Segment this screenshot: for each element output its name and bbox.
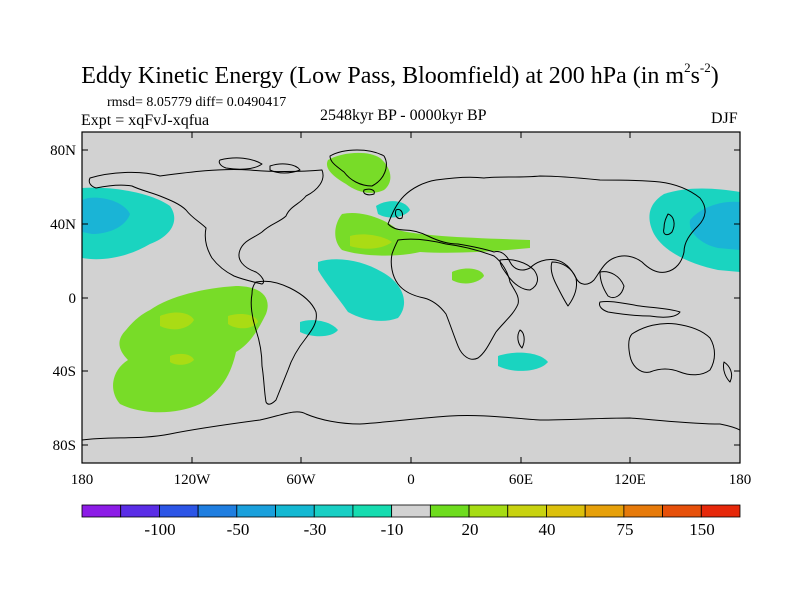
coast-british-isles <box>395 209 403 219</box>
coast-southeast-asia <box>599 271 625 299</box>
negative-region-tropical-atlantic <box>318 259 405 321</box>
y-tick-label: 80S <box>53 438 76 454</box>
negative-region-north-pacific-east-core <box>689 201 740 250</box>
map-title: Eddy Kinetic Energy (Low Pass, Bloomfiel… <box>81 60 719 89</box>
positive-region-north-africa <box>452 268 484 284</box>
colorbar-labels: -100 -50 -30 -10 20 40 75 150 <box>144 520 714 539</box>
coast-india <box>550 261 577 307</box>
y-tick-label: 40N <box>50 217 76 233</box>
positive-region-south-pacific-core-west <box>160 312 194 330</box>
colorbar <box>81 504 741 518</box>
coast-north-america <box>88 168 324 285</box>
negative-region-south-indian-ocean <box>498 352 548 371</box>
colorbar-swatch <box>468 504 509 518</box>
colorbar-swatch <box>507 504 547 518</box>
y-tick-label: 80N <box>50 143 76 159</box>
y-tick-label: 0 <box>69 291 77 307</box>
negative-region-north-pacific-west-core <box>82 197 130 234</box>
colorbar-swatch <box>197 504 238 518</box>
x-tick-label: 0 <box>407 472 415 488</box>
colorbar-swatch <box>429 504 470 518</box>
coast-africa <box>390 238 519 360</box>
coast-australia <box>628 323 715 376</box>
coast-indonesia <box>599 301 681 318</box>
stats-text: rmsd= 8.05779 diff= 0.0490417 <box>107 95 287 110</box>
negative-region-europe-atlantic <box>376 201 410 218</box>
coast-south-america <box>250 280 317 405</box>
coast-new-zealand <box>723 361 733 383</box>
x-tick-label: 120W <box>174 472 212 488</box>
negative-region-east-pacific <box>300 320 338 337</box>
coast-canadian-arctic <box>218 157 301 174</box>
x-tick-labels: 180 120W 60W 0 60E 120E 180 <box>71 472 752 488</box>
colorbar-label: -100 <box>144 520 175 539</box>
coast-antarctica <box>82 411 740 441</box>
positive-region-greenland <box>326 152 391 193</box>
colorbar-label: -50 <box>227 520 250 539</box>
x-tick-label: 60W <box>286 472 316 488</box>
coast-europe <box>387 175 706 285</box>
period-label: 2548kyr BP - 0000kyr BP <box>320 107 487 124</box>
axis-ticks <box>81 132 741 463</box>
colorbar-swatch <box>236 504 276 518</box>
x-tick-label: 120E <box>614 472 646 488</box>
colorbar-swatch <box>159 504 199 518</box>
colorbar-swatch <box>120 504 160 518</box>
coast-greenland <box>329 149 387 187</box>
colorbar-label: 40 <box>539 520 556 539</box>
experiment-label: Expt = xqFvJ-xqfua <box>81 112 210 129</box>
colorbar-swatch <box>391 504 431 518</box>
coastlines <box>82 149 740 441</box>
colorbar-label: 20 <box>462 520 479 539</box>
colorbar-label: -30 <box>304 520 327 539</box>
colorbar-swatch <box>623 504 663 518</box>
colorbar-label: -10 <box>381 520 404 539</box>
coast-japan <box>663 213 675 236</box>
coast-iceland <box>363 188 375 196</box>
colorbar-swatch <box>352 504 393 518</box>
colorbar-swatch <box>584 504 625 518</box>
colorbar-swatch <box>662 504 702 518</box>
x-tick-label: 60E <box>509 472 533 488</box>
x-tick-label: 180 <box>71 472 94 488</box>
colorbar-swatch <box>700 504 741 518</box>
positive-region-north-atlantic-core <box>350 234 392 249</box>
colorbar-swatch <box>275 504 315 518</box>
coast-madagascar <box>517 329 525 349</box>
colorbar-swatch <box>313 504 354 518</box>
colorbar-label: 75 <box>617 520 634 539</box>
positive-region-south-pacific-core-east <box>228 314 258 329</box>
y-tick-label: 40S <box>53 364 76 380</box>
y-tick-labels: 80N 40N 0 40S 80S <box>50 143 76 454</box>
season-label: DJF <box>711 110 738 127</box>
colorbar-swatch <box>81 504 122 518</box>
colorbar-swatch <box>546 504 586 518</box>
coast-arabia <box>499 259 538 291</box>
positive-region-south-pacific-core-south <box>170 353 194 365</box>
x-tick-label: 180 <box>729 472 752 488</box>
contour-fills <box>82 152 740 413</box>
colorbar-label: 150 <box>689 520 715 539</box>
